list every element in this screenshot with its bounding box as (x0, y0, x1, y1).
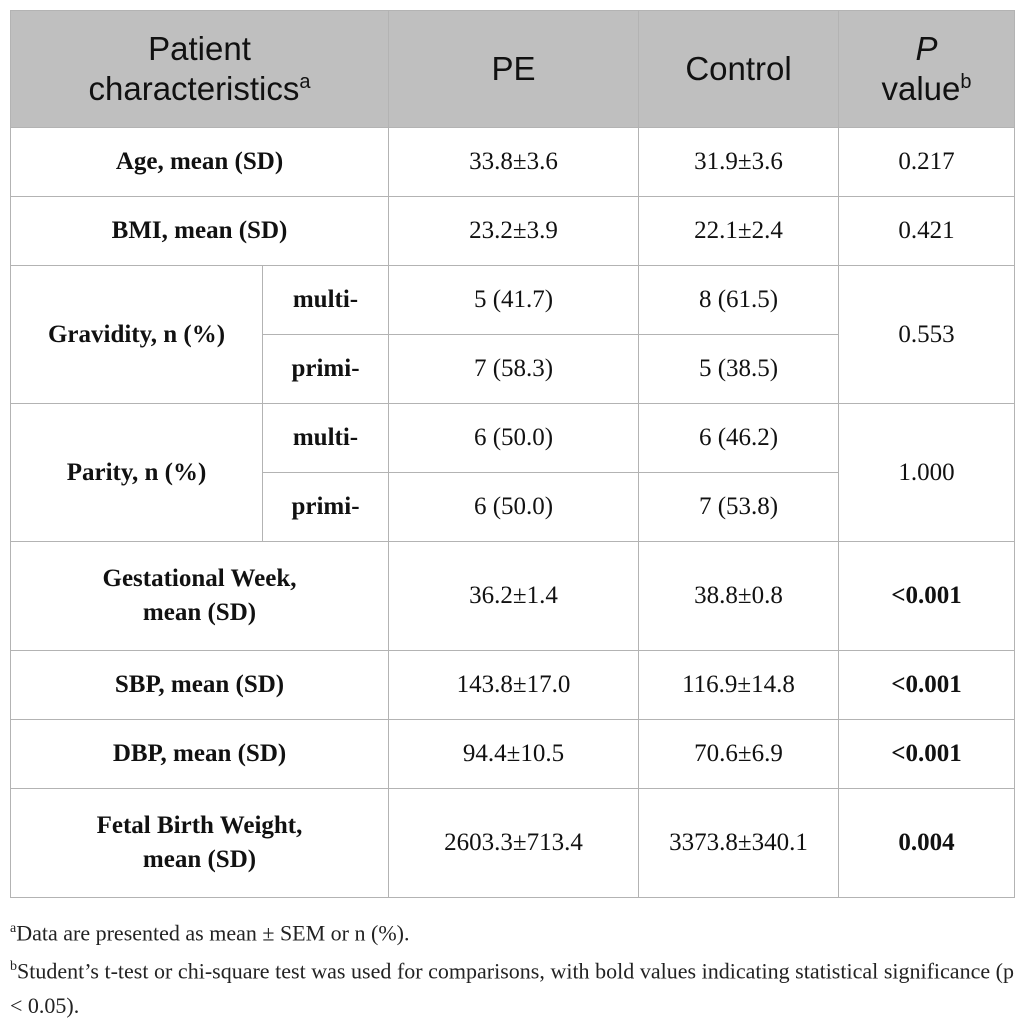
row-label-parity: Parity, n (%) (10, 403, 263, 542)
header-col1-line1: Patient (148, 30, 251, 67)
table-row: SBP, mean (SD) 143.8±17.0 116.9±14.8 <0.… (9, 650, 1016, 720)
cell-p-sbp: <0.001 (838, 650, 1016, 720)
header-p-value: P valueb (838, 10, 1016, 128)
row-label-gestational-line1: Gestational Week, (102, 565, 297, 592)
cell-control-gestational: 38.8±0.8 (638, 541, 840, 651)
cell-pe-gravidity-primi: 7 (58.3) (388, 334, 640, 404)
cell-control-bmi: 22.1±2.4 (638, 196, 840, 266)
cell-control-sbp: 116.9±14.8 (638, 650, 840, 720)
row-label-fetal: Fetal Birth Weight, mean (SD) (9, 788, 390, 898)
cell-p-parity: 1.000 (838, 403, 1016, 542)
row-label-dbp: DBP, mean (SD) (9, 719, 390, 789)
table-footnotes: aData are presented as mean ± SEM or n (… (10, 912, 1014, 1023)
row-label-gravidity: Gravidity, n (%) (10, 265, 263, 404)
table-row: Gravidity, n (%) multi- 5 (41.7) 8 (61.5… (10, 265, 1016, 404)
header-col1-line2: characteristics (88, 70, 300, 107)
sub-label-parity-primi: primi- (261, 472, 390, 542)
table-row: primi- 7 (58.3) 5 (38.5) (11, 334, 1015, 404)
cell-control-age: 31.9±3.6 (638, 127, 840, 197)
table-row: Age, mean (SD) 33.8±3.6 31.9±3.6 0.217 (9, 127, 1016, 197)
sub-label-gravidity-primi: primi- (261, 334, 390, 404)
header-control: Control (638, 10, 840, 128)
row-label-sbp: SBP, mean (SD) (9, 650, 390, 720)
table-row: Parity, n (%) multi- 6 (50.0) 6 (46.2) 1… (10, 403, 1016, 542)
cell-pe-parity-primi: 6 (50.0) (388, 472, 640, 542)
cell-control-gravidity-multi: 8 (61.5) (638, 265, 840, 335)
header-pe: PE (388, 10, 640, 128)
cell-pe-sbp: 143.8±17.0 (388, 650, 640, 720)
cell-pe-gestational: 36.2±1.4 (388, 541, 640, 651)
header-value-label: value (881, 70, 961, 107)
cell-control-fetal: 3373.8±340.1 (638, 788, 840, 898)
patient-characteristics-table: Patient characteristicsa PE Control P va… (9, 10, 1016, 898)
cell-pe-age: 33.8±3.6 (388, 127, 640, 197)
cell-pe-gravidity-multi: 5 (41.7) (388, 265, 640, 335)
row-label-fetal-line1: Fetal Birth Weight, (96, 812, 303, 839)
sub-label-gravidity-multi: multi- (261, 265, 390, 335)
table-container: Patient characteristicsa PE Control P va… (9, 10, 1016, 1023)
cell-pe-fetal: 2603.3±713.4 (388, 788, 640, 898)
cell-control-dbp: 70.6±6.9 (638, 719, 840, 789)
header-col1-sup: a (299, 71, 311, 93)
cell-pe-bmi: 23.2±3.9 (388, 196, 640, 266)
footnote-b-mark: b (10, 959, 17, 975)
sub-label-parity-multi: multi- (261, 403, 390, 473)
cell-pe-dbp: 94.4±10.5 (388, 719, 640, 789)
table-row: Fetal Birth Weight, mean (SD) 2603.3±713… (9, 788, 1016, 898)
cell-p-age: 0.217 (838, 127, 1016, 197)
footnote-a-text: Data are presented as mean ± SEM or n (%… (16, 920, 410, 946)
header-row: Patient characteristicsa PE Control P va… (9, 10, 1016, 128)
table-row: DBP, mean (SD) 94.4±10.5 70.6±6.9 <0.001 (9, 719, 1016, 789)
cell-p-bmi: 0.421 (838, 196, 1016, 266)
row-label-fetal-line2: mean (SD) (142, 846, 257, 873)
cell-p-gravidity: 0.553 (838, 265, 1016, 404)
footnote-a-mark: a (10, 921, 17, 936)
footnote-b-text: Student’s t-test or chi-square test was … (10, 958, 1014, 1018)
table-row: BMI, mean (SD) 23.2±3.9 22.1±2.4 0.421 (9, 196, 1016, 266)
footnote-a: aData are presented as mean ± SEM or n (… (10, 912, 1014, 950)
header-col4-sup: b (960, 71, 972, 93)
footnote-b: bStudent’s t-test or chi-square test was… (10, 950, 1014, 1022)
cell-control-parity-primi: 7 (53.8) (638, 472, 840, 542)
header-patient-characteristics: Patient characteristicsa (9, 10, 390, 128)
row-label-gestational-line2: mean (SD) (142, 599, 257, 626)
cell-p-dbp: <0.001 (838, 719, 1016, 789)
table-row: Gestational Week, mean (SD) 36.2±1.4 38.… (9, 541, 1016, 651)
cell-control-gravidity-primi: 5 (38.5) (638, 334, 840, 404)
cell-p-fetal: 0.004 (838, 788, 1016, 898)
cell-control-parity-multi: 6 (46.2) (638, 403, 840, 473)
row-label-age: Age, mean (SD) (9, 127, 390, 197)
cell-p-gestational: <0.001 (838, 541, 1016, 651)
row-label-gestational: Gestational Week, mean (SD) (9, 541, 390, 651)
header-p-italic: P (915, 30, 938, 67)
cell-pe-parity-multi: 6 (50.0) (388, 403, 640, 473)
row-label-bmi: BMI, mean (SD) (9, 196, 390, 266)
